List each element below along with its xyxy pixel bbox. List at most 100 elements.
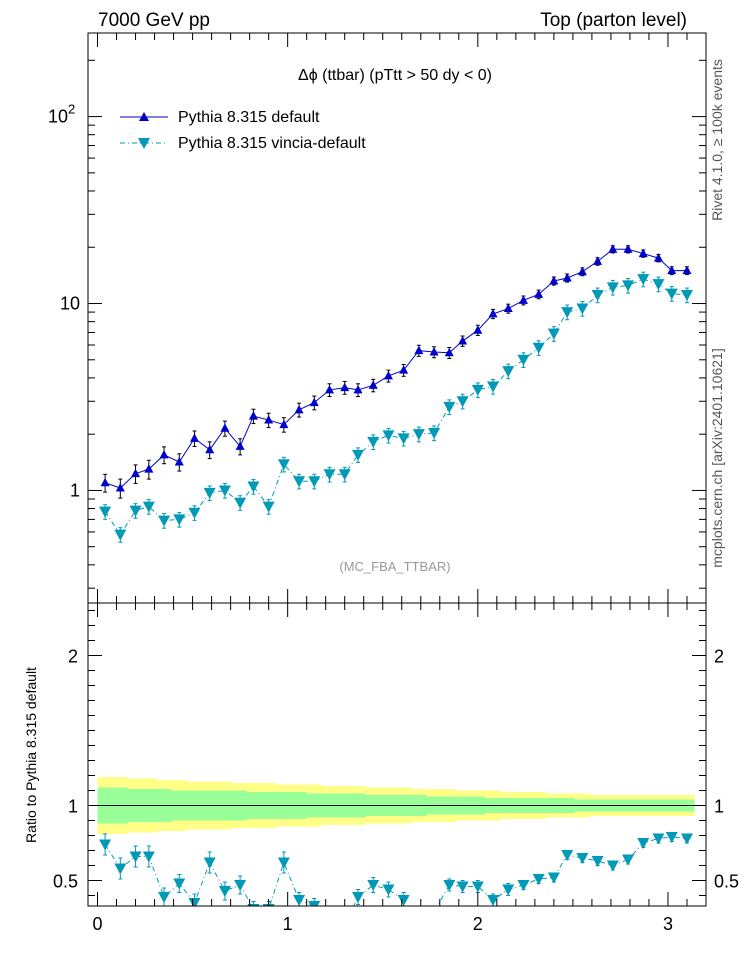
series-default-point bbox=[577, 266, 587, 276]
ratio-vincia-point bbox=[308, 901, 321, 906]
ratio-ytick-label-right: 1 bbox=[714, 797, 724, 817]
ratio-vincia-point bbox=[114, 863, 127, 875]
series-default-point bbox=[608, 244, 618, 253]
ratio-frame bbox=[87, 602, 707, 907]
series-vincia-point bbox=[142, 501, 155, 513]
ratio-vincia-point bbox=[561, 850, 574, 861]
ratio-xtick-label: 0 bbox=[92, 914, 102, 934]
ratio-xtick-label: 1 bbox=[283, 914, 293, 934]
series-default-point bbox=[174, 456, 184, 466]
ratio-vincia-point bbox=[622, 854, 635, 866]
series-default-point bbox=[368, 380, 378, 389]
series-default-point bbox=[100, 477, 110, 487]
series-vincia-point bbox=[338, 469, 351, 481]
ratio-xtick-label: 3 bbox=[663, 914, 673, 934]
main-ytick-label: 1 bbox=[70, 480, 80, 500]
ratio-ytick-label-left: 0.5 bbox=[53, 872, 78, 892]
ratio-ylabel: Ratio to Pythia 8.315 default bbox=[23, 667, 39, 843]
series-default-point bbox=[264, 415, 274, 424]
series-default-point bbox=[638, 248, 648, 258]
ratio-ytick-label-right: 0.5 bbox=[714, 872, 739, 892]
series-vincia-point bbox=[188, 507, 201, 519]
ratio-vincia-point bbox=[680, 833, 693, 845]
series-default-point bbox=[488, 308, 498, 318]
ratio-vincia-point bbox=[665, 832, 678, 843]
series-default-point bbox=[682, 265, 692, 275]
series-vincia-point bbox=[456, 396, 469, 408]
series-default-point bbox=[383, 370, 393, 380]
rivet-label: Rivet 4.1.0, ≥ 100k events bbox=[709, 59, 725, 221]
series-default-point bbox=[324, 384, 334, 394]
legend-marker-vincia bbox=[138, 138, 150, 149]
series-default-point bbox=[534, 289, 544, 298]
ratio-vincia-point bbox=[637, 838, 650, 849]
ratio-vincia-point bbox=[652, 833, 665, 845]
ratio-vincia-point bbox=[517, 880, 530, 891]
series-vincia-point bbox=[547, 328, 560, 340]
series-vincia-point bbox=[471, 384, 484, 396]
ratio-vincia-point bbox=[443, 880, 456, 891]
series-vincia-point bbox=[443, 401, 456, 413]
series-vincia-point bbox=[561, 307, 574, 319]
ratio-vincia-point bbox=[352, 892, 365, 903]
series-default-point bbox=[429, 347, 439, 356]
series-vincia-point bbox=[637, 274, 650, 286]
series-vincia-line bbox=[104, 278, 688, 536]
ratio-ytick-label-right: 2 bbox=[714, 647, 724, 667]
series-vincia-point bbox=[591, 290, 604, 302]
series-vincia-point bbox=[262, 501, 275, 513]
series-default-point bbox=[340, 382, 350, 392]
series-default-point bbox=[235, 441, 245, 450]
series-vincia-point bbox=[652, 279, 665, 291]
main-title: Δϕ (ttbar) (pTtt > 50 dy < 0) bbox=[298, 67, 492, 84]
ratio-vincia-point bbox=[428, 907, 440, 918]
ratio-vincia-point bbox=[367, 880, 380, 891]
ratio-vincia-point bbox=[397, 895, 410, 906]
main-ytick-label: 10 bbox=[60, 294, 80, 314]
series-default-point bbox=[189, 433, 199, 442]
series-vincia-point bbox=[517, 354, 530, 366]
series-default bbox=[100, 244, 692, 499]
ratio-vincia-point bbox=[293, 895, 306, 906]
series-vincia-point bbox=[323, 469, 336, 481]
series-default-point bbox=[562, 272, 572, 282]
series-vincia-point bbox=[158, 515, 171, 527]
series-vincia-point bbox=[487, 381, 500, 393]
series-default-line bbox=[104, 248, 687, 489]
series-vincia-point bbox=[308, 476, 321, 488]
series-vincia-point bbox=[665, 288, 678, 300]
series-vincia-point bbox=[293, 476, 306, 488]
series-default-point bbox=[593, 256, 603, 265]
series-vincia-point bbox=[203, 487, 216, 499]
main-ytick-exponent: 2 bbox=[68, 102, 75, 117]
series-default-point bbox=[205, 444, 215, 454]
series-vincia-point bbox=[532, 342, 545, 354]
ratio-vincia-point bbox=[471, 881, 484, 893]
series-default-point bbox=[623, 244, 633, 253]
analysis-tag: (MC_FBA_TTBAR) bbox=[339, 559, 450, 574]
legend-label-vincia: Pythia 8.315 vincia-default bbox=[178, 135, 366, 152]
ratio-vincia-point bbox=[99, 839, 112, 851]
ratio-vincia-point bbox=[142, 851, 155, 863]
ratio-vincia-point bbox=[547, 872, 560, 884]
ratio-vincia-point bbox=[576, 853, 589, 864]
ratio-axes: 0.5 0.5 1 1 2 2 0 1 2 3 bbox=[53, 603, 739, 934]
ratio-vincia-point bbox=[382, 884, 395, 896]
ratio-series-vincia bbox=[99, 832, 693, 918]
series-default-point bbox=[414, 345, 424, 355]
ratio-vincia-point bbox=[234, 880, 247, 891]
series-vincia-point bbox=[502, 366, 515, 378]
legend-marker-default bbox=[139, 112, 149, 121]
series-vincia-point bbox=[606, 282, 619, 294]
series-vincia-point bbox=[397, 433, 410, 445]
series-default-point bbox=[279, 419, 289, 429]
ratio-vincia-point bbox=[606, 860, 619, 872]
series-vincia-point bbox=[352, 449, 365, 461]
series-vincia-point bbox=[622, 280, 635, 292]
series-default-point bbox=[653, 253, 663, 262]
series-vincia bbox=[99, 271, 693, 543]
ratio-vincia-point bbox=[129, 851, 142, 863]
ratio-xtick-label: 2 bbox=[473, 914, 483, 934]
